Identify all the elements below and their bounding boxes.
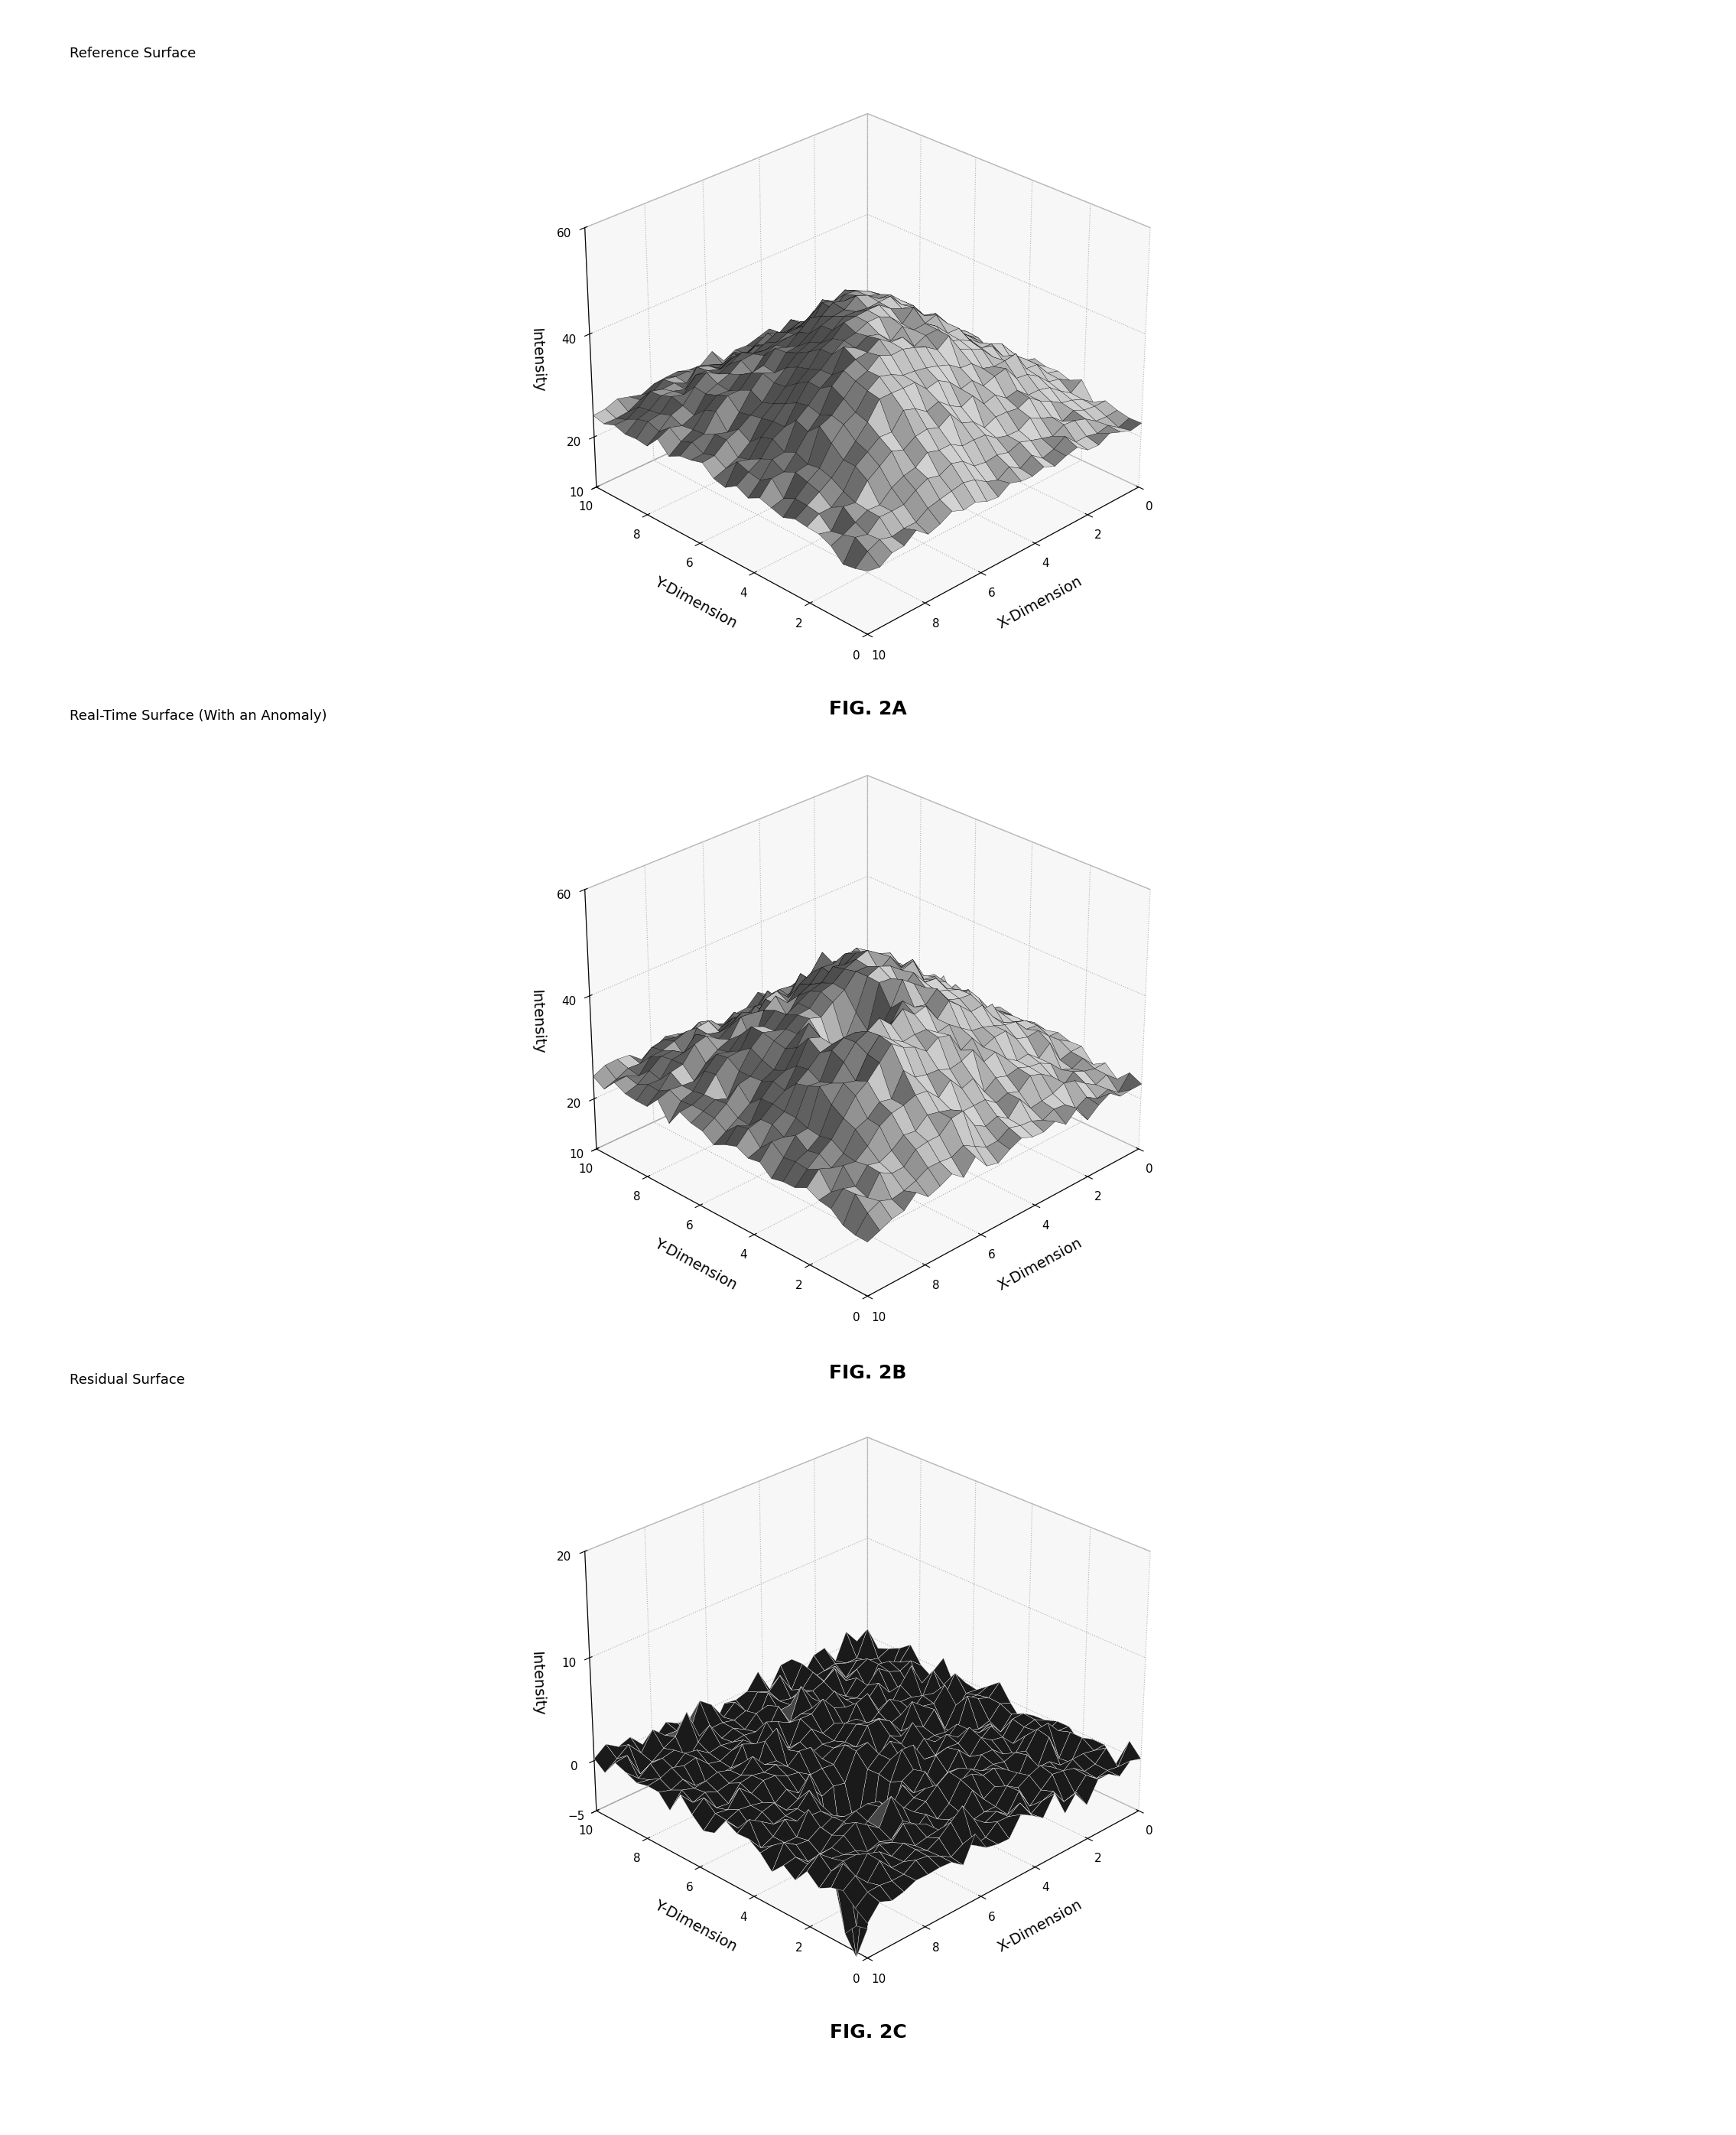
Y-axis label: Y-Dimension: Y-Dimension [651, 574, 740, 630]
Y-axis label: Y-Dimension: Y-Dimension [651, 1236, 740, 1292]
Text: FIG. 2B: FIG. 2B [830, 1364, 906, 1381]
X-axis label: X-Dimension: X-Dimension [995, 574, 1085, 632]
Y-axis label: Y-Dimension: Y-Dimension [651, 1898, 740, 1954]
X-axis label: X-Dimension: X-Dimension [995, 1898, 1085, 1956]
Text: Reference Surface: Reference Surface [69, 47, 196, 60]
Text: Real-Time Surface (With an Anomaly): Real-Time Surface (With an Anomaly) [69, 709, 326, 722]
Text: FIG. 2A: FIG. 2A [830, 700, 906, 717]
Text: FIG. 2C: FIG. 2C [830, 2024, 906, 2041]
Text: Residual Surface: Residual Surface [69, 1373, 184, 1386]
X-axis label: X-Dimension: X-Dimension [995, 1236, 1085, 1294]
